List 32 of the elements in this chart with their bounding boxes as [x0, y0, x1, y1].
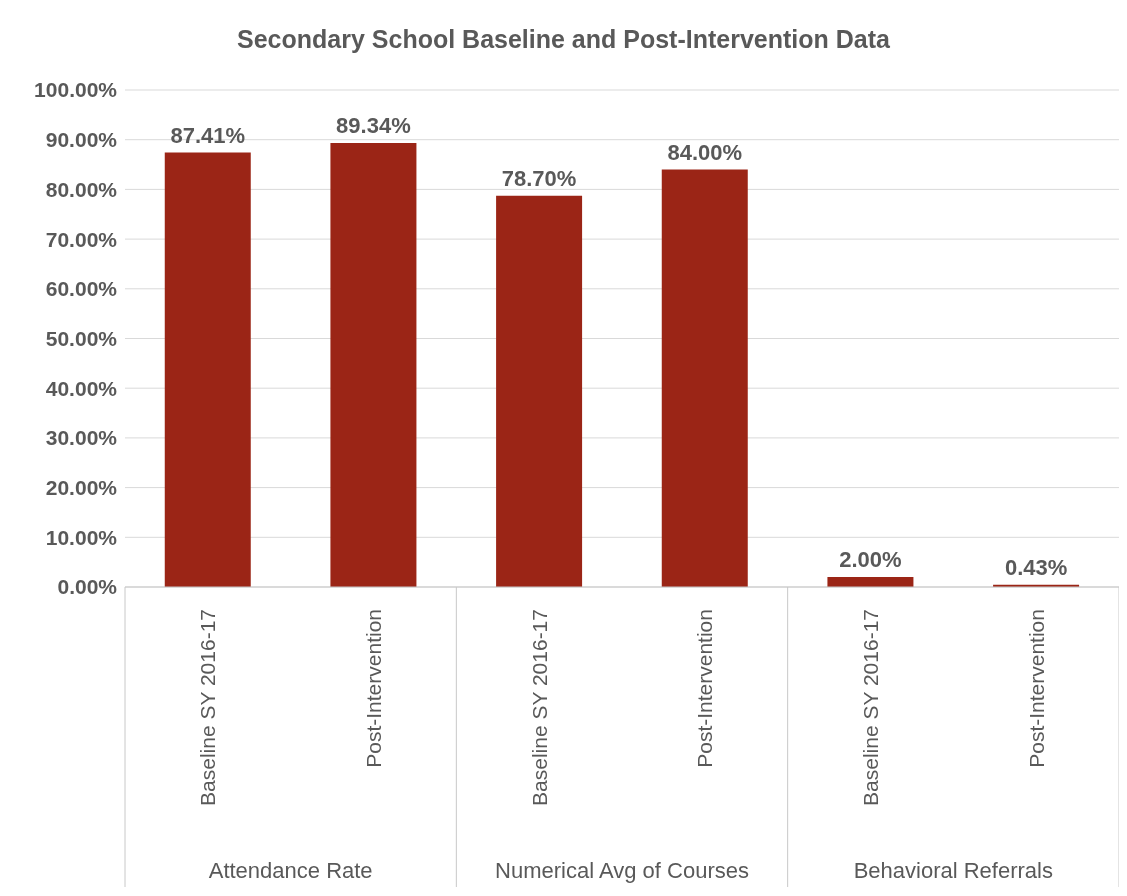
x-tick-label: Baseline SY 2016-17 — [196, 609, 220, 806]
y-tick-label: 80.00% — [45, 177, 118, 201]
chart-title: Secondary School Baseline and Post-Intervention Data — [236, 23, 891, 55]
x-tick-label: Baseline SY 2016-17 — [527, 609, 551, 806]
y-tick-label: 20.00% — [45, 476, 118, 500]
bar — [827, 577, 914, 587]
text: Numerical Avg of Courses — [495, 858, 749, 883]
data-label: 2.00% — [839, 547, 902, 573]
y-tick-label: 30.00% — [45, 426, 118, 450]
data-label: 78.70% — [501, 165, 577, 191]
y-tick-label: 100.00% — [34, 78, 118, 102]
bar — [496, 195, 583, 587]
y-tick-label: 50.00% — [45, 326, 118, 350]
y-tick-label: 40.00% — [45, 376, 118, 400]
y-tick-label: 10.00% — [45, 525, 118, 549]
y-tick-label: 70.00% — [45, 227, 118, 251]
text: Attendance Rate — [208, 858, 373, 883]
bar — [164, 152, 251, 587]
bar — [661, 169, 748, 587]
x-tick-label: Post-Intervention — [362, 609, 385, 768]
text: Behavioral Referrals — [853, 858, 1053, 883]
y-tick-label: 90.00% — [45, 128, 118, 152]
y-tick-label: 60.00% — [45, 277, 118, 301]
x-tick-label: Post-Intervention — [1024, 609, 1048, 768]
data-label: 84.00% — [667, 139, 743, 165]
bar — [330, 142, 417, 587]
x-tick-label: Post-Intervention — [693, 609, 717, 768]
data-label: 0.43% — [1004, 554, 1068, 580]
y-tick-label: 0.00% — [57, 575, 118, 599]
data-label: 87.41% — [170, 122, 246, 148]
x-tick-label: Baseline SY 2016-17 — [859, 609, 882, 806]
data-label: 89.34% — [336, 112, 411, 138]
